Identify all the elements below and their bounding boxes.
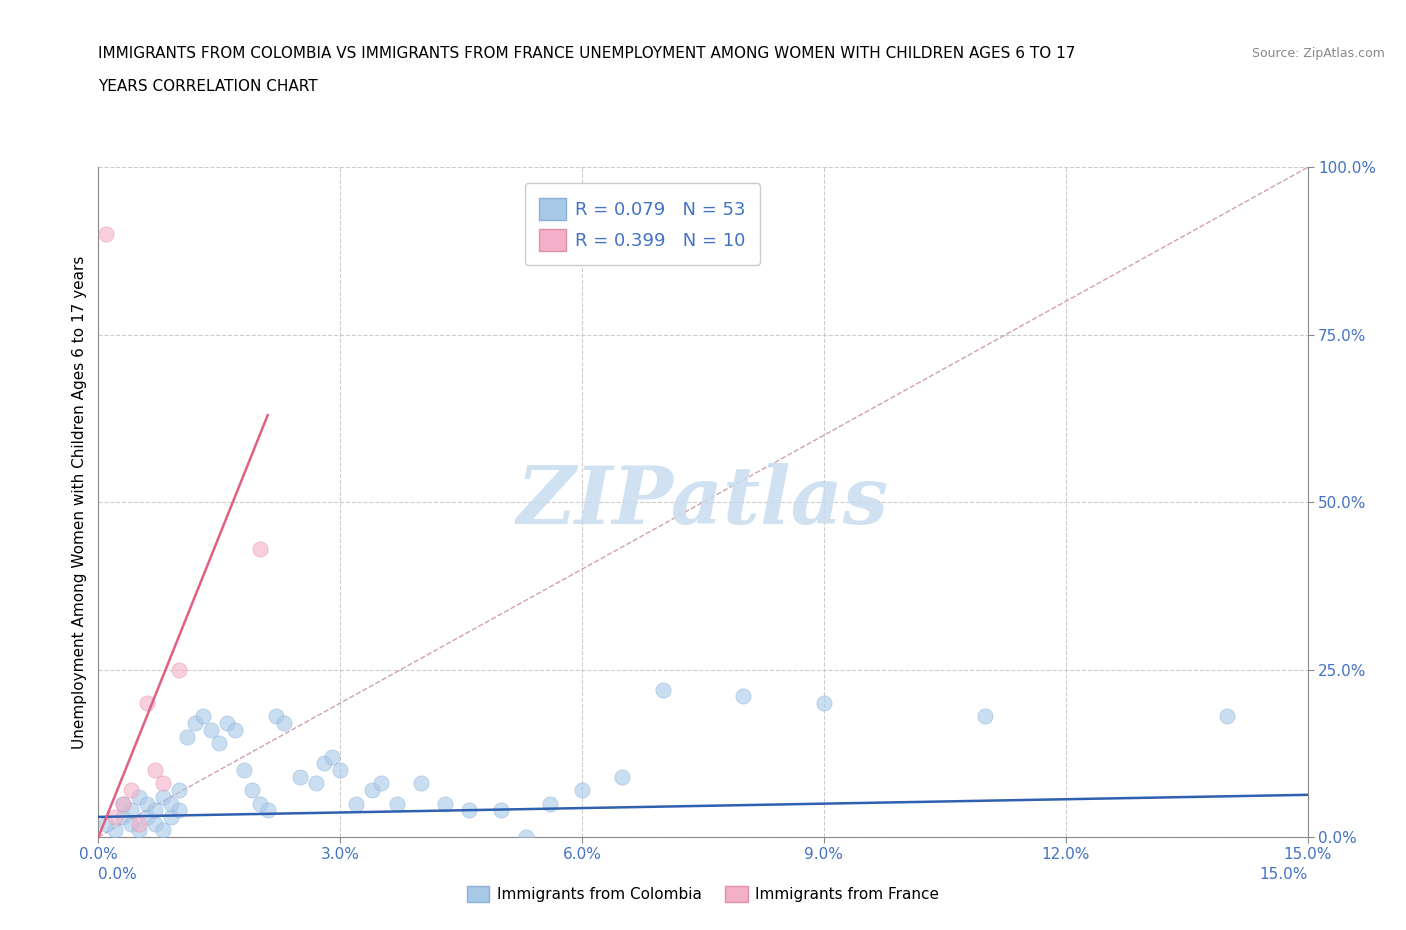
Point [111, 809, 134, 824]
Point [152, 790, 174, 804]
Point [103, 823, 125, 838]
Point [120, 803, 142, 817]
Point [120, 817, 142, 831]
Point [111, 796, 134, 811]
Point [96, 817, 118, 831]
Point [217, 716, 239, 731]
Text: IMMIGRANTS FROM COLOMBIA VS IMMIGRANTS FROM FRANCE UNEMPLOYMENT AMONG WOMEN WITH: IMMIGRANTS FROM COLOMBIA VS IMMIGRANTS F… [98, 46, 1076, 61]
Point [385, 796, 408, 811]
Point [200, 723, 222, 737]
Point [240, 783, 263, 798]
Point [458, 803, 481, 817]
Point [515, 830, 537, 844]
Point [256, 803, 278, 817]
Text: ZIPatlas: ZIPatlas [517, 463, 889, 541]
Point [612, 769, 634, 784]
Text: Source: ZipAtlas.com: Source: ZipAtlas.com [1251, 46, 1385, 60]
Point [135, 796, 157, 811]
Point [329, 763, 352, 777]
Point [224, 723, 246, 737]
Point [305, 776, 328, 790]
Point [167, 783, 190, 798]
Point [152, 776, 174, 790]
Point [128, 790, 150, 804]
Point [264, 709, 287, 724]
Point [538, 796, 561, 811]
Point [152, 823, 174, 838]
Point [103, 809, 125, 824]
Point [273, 716, 295, 731]
Point [249, 541, 271, 556]
Point [249, 796, 271, 811]
Point [128, 817, 150, 831]
Point [167, 662, 190, 677]
Point [651, 683, 673, 698]
Point [370, 776, 392, 790]
Point [135, 696, 157, 711]
Point [344, 796, 367, 811]
Point [314, 756, 336, 771]
Point [434, 796, 457, 811]
Point [232, 763, 254, 777]
Point [160, 796, 183, 811]
Point [96, 227, 118, 242]
Point [143, 803, 166, 817]
Point [193, 709, 215, 724]
Point [208, 736, 231, 751]
Text: 15.0%: 15.0% [1260, 867, 1308, 882]
Point [813, 696, 835, 711]
Point [733, 689, 755, 704]
Point [143, 763, 166, 777]
Point [409, 776, 432, 790]
Point [176, 729, 198, 744]
Point [321, 750, 343, 764]
Point [1216, 709, 1239, 724]
Legend: R = 0.079   N = 53, R = 0.399   N = 10: R = 0.079 N = 53, R = 0.399 N = 10 [524, 183, 761, 265]
Point [160, 809, 183, 824]
Point [184, 716, 207, 731]
Point [491, 803, 513, 817]
Point [111, 796, 134, 811]
Point [571, 783, 593, 798]
Point [361, 783, 384, 798]
Point [128, 823, 150, 838]
Y-axis label: Unemployment Among Women with Children Ages 6 to 17 years: Unemployment Among Women with Children A… [72, 256, 87, 749]
Point [974, 709, 997, 724]
Point [288, 769, 311, 784]
Text: YEARS CORRELATION CHART: YEARS CORRELATION CHART [98, 79, 318, 94]
Point [143, 817, 166, 831]
Point [167, 803, 190, 817]
Text: 0.0%: 0.0% [98, 867, 138, 882]
Point [120, 783, 142, 798]
Legend: Immigrants from Colombia, Immigrants from France: Immigrants from Colombia, Immigrants fro… [460, 880, 946, 909]
Point [135, 809, 157, 824]
